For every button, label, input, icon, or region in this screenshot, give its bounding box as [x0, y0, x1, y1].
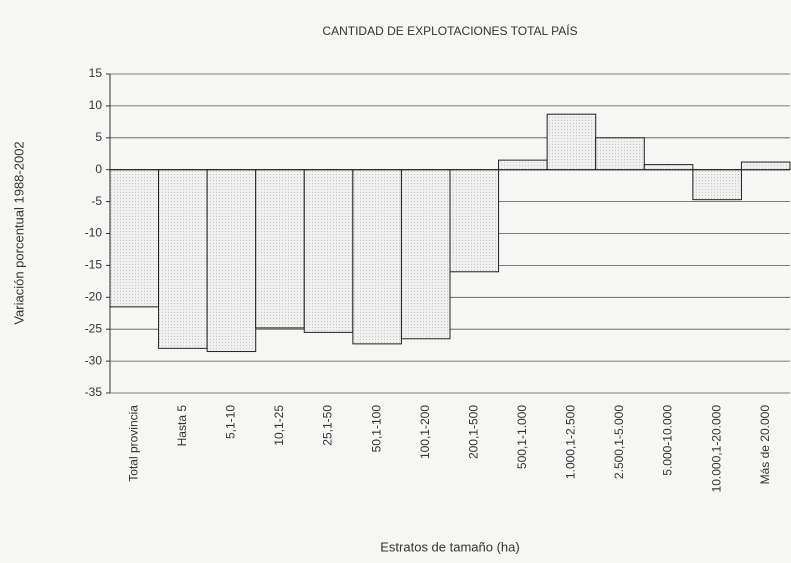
bar [255, 169, 305, 329]
bar [303, 169, 354, 333]
y-tick-label: -25 [85, 321, 103, 335]
x-tick-label: 200,1-500 [466, 405, 480, 459]
x-tick-label: Más de 20.000 [758, 405, 772, 485]
x-tick-label: 25,1-50 [321, 405, 335, 446]
chart-title: CANTIDAD DE EXPLOTACIONES TOTAL PAÍS [322, 23, 577, 38]
y-tick-label: 5 [95, 130, 102, 144]
x-tick-label: 2.500,1-5.000 [612, 405, 626, 479]
y-tick-label: 10 [89, 98, 103, 112]
x-tick-label: 10.000,1-20.000 [709, 405, 723, 493]
x-axis-label: Estratos de tamaño (ha) [380, 539, 519, 554]
x-tick-label: 500,1-1.000 [515, 405, 529, 469]
y-tick-label: 15 [89, 66, 103, 80]
bar [643, 164, 694, 171]
bar [740, 161, 791, 171]
bar [352, 169, 402, 345]
bar [109, 169, 160, 308]
x-tick-label: 1.000,1-2.500 [564, 405, 578, 479]
bar [449, 169, 500, 273]
bar [595, 137, 645, 171]
x-tick-label: Hasta 5 [175, 405, 189, 447]
bar [400, 169, 451, 340]
x-tick-label: Total provincia [126, 405, 140, 482]
x-tick-label: 50,1-100 [369, 405, 383, 453]
x-tick-label: 10,1-25 [272, 405, 286, 446]
bar [158, 169, 208, 349]
bar [546, 113, 597, 171]
x-tick-label: 5,1-10 [224, 405, 238, 439]
y-axis-label: Variación porcentual 1988-2002 [11, 141, 26, 324]
bar [692, 169, 742, 201]
x-tick-label: 100,1-200 [418, 405, 432, 459]
y-tick-label: -10 [85, 226, 103, 240]
y-tick-label: -30 [85, 353, 103, 367]
x-tick-label: 5.000-10.000 [661, 405, 675, 476]
y-tick-label: -20 [85, 289, 103, 303]
y-tick-label: 0 [95, 162, 102, 176]
bar [206, 169, 257, 353]
y-tick-label: -35 [85, 385, 103, 399]
y-tick-label: -15 [85, 258, 103, 272]
bar [498, 159, 548, 171]
y-tick-label: -5 [91, 194, 102, 208]
